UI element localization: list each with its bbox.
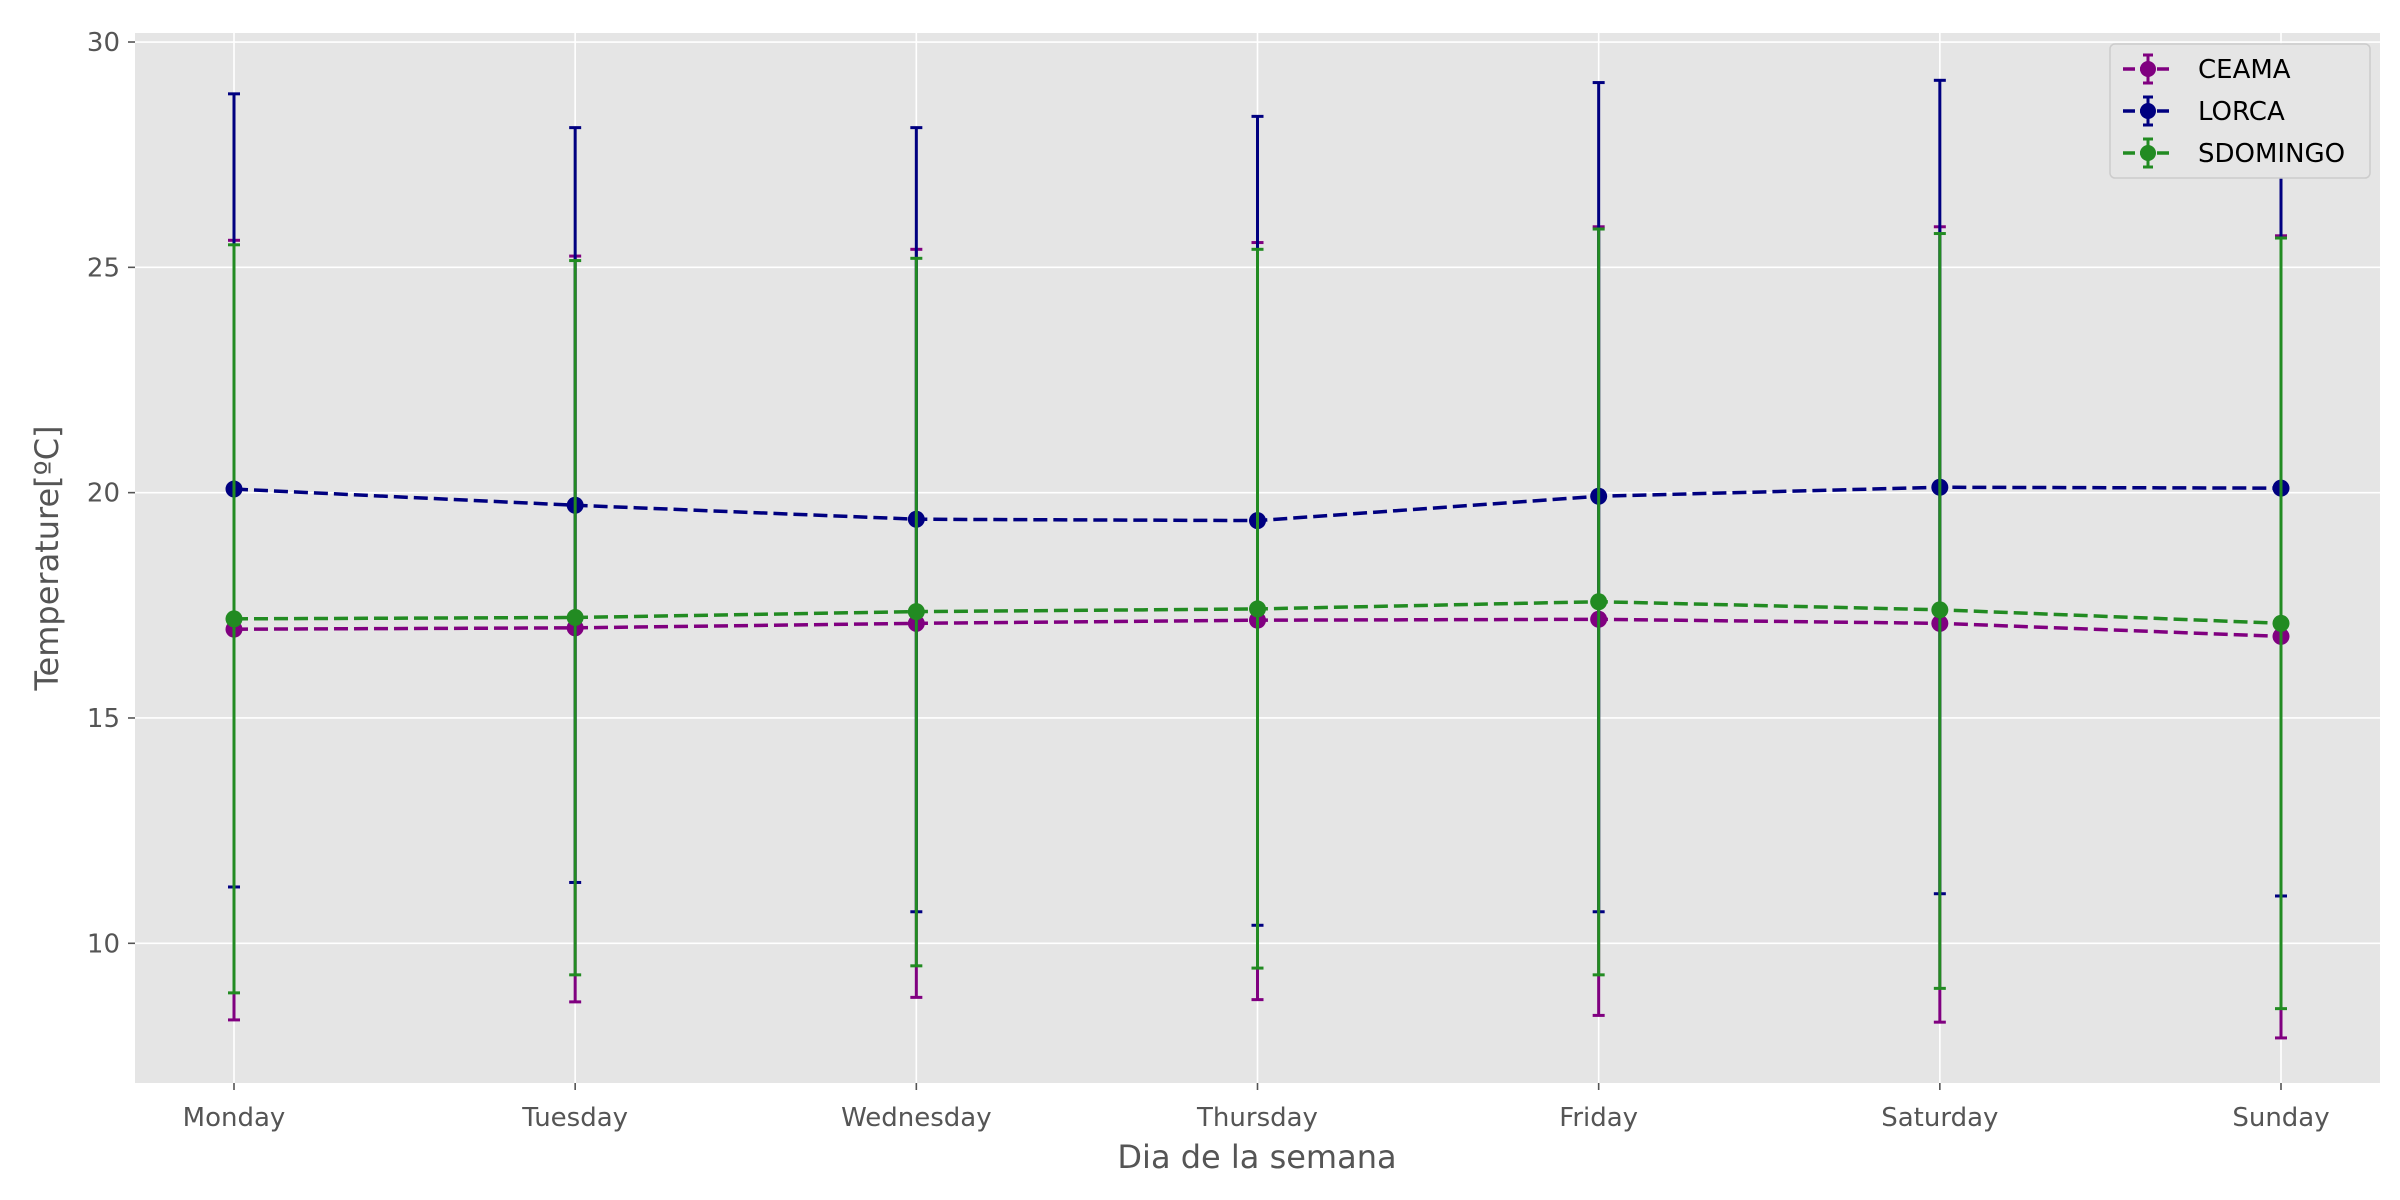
y-axis: 10 15 20 25 30 — [87, 28, 135, 959]
legend: CEAMA LORCA SDOMINGO — [2109, 43, 2371, 179]
legend-item-sdomingo: SDOMINGO — [2123, 137, 2345, 169]
x-tick-label: Sunday — [2232, 1103, 2329, 1133]
x-axis: Monday Tuesday Wednesday Thursday Friday Satu… — [183, 1083, 2330, 1133]
legend-item-lorca: LORCA — [2123, 95, 2285, 127]
x-tick-label: Wednesday — [841, 1103, 992, 1133]
x-tick-label: Monday — [183, 1103, 286, 1133]
legend-marker — [2140, 103, 2156, 119]
y-axis-label: Temperature[ºC] — [28, 425, 66, 691]
y-tick-label: 15 — [87, 704, 120, 734]
data-point — [1590, 593, 1608, 611]
x-tick-label: Saturday — [1881, 1103, 1998, 1133]
x-tick-label: Thursday — [1196, 1103, 1318, 1133]
y-tick-label: 10 — [87, 929, 120, 959]
legend-marker — [2140, 145, 2156, 161]
x-tick-label: Tuesday — [521, 1103, 628, 1133]
x-tick-label: Friday — [1559, 1103, 1638, 1133]
data-point — [2272, 614, 2290, 632]
legend-box — [2109, 43, 2371, 179]
series-sdomingo — [225, 227, 2290, 1011]
data-point — [225, 610, 243, 628]
legend-label: SDOMINGO — [2198, 139, 2345, 169]
legend-label: LORCA — [2198, 97, 2285, 127]
data-point — [566, 608, 584, 626]
y-tick-label: 25 — [87, 253, 120, 283]
x-axis-label: Dia de la semana — [1117, 1138, 1396, 1176]
series-layer — [225, 78, 2290, 1040]
y-tick-label: 30 — [87, 28, 120, 58]
data-point — [907, 603, 925, 621]
data-point — [1249, 600, 1266, 618]
y-tick-label: 20 — [87, 479, 120, 509]
legend-label: CEAMA — [2198, 55, 2291, 85]
legend-marker — [2140, 61, 2156, 77]
data-point — [1931, 601, 1949, 619]
legend-item-ceama: CEAMA — [2123, 53, 2291, 85]
